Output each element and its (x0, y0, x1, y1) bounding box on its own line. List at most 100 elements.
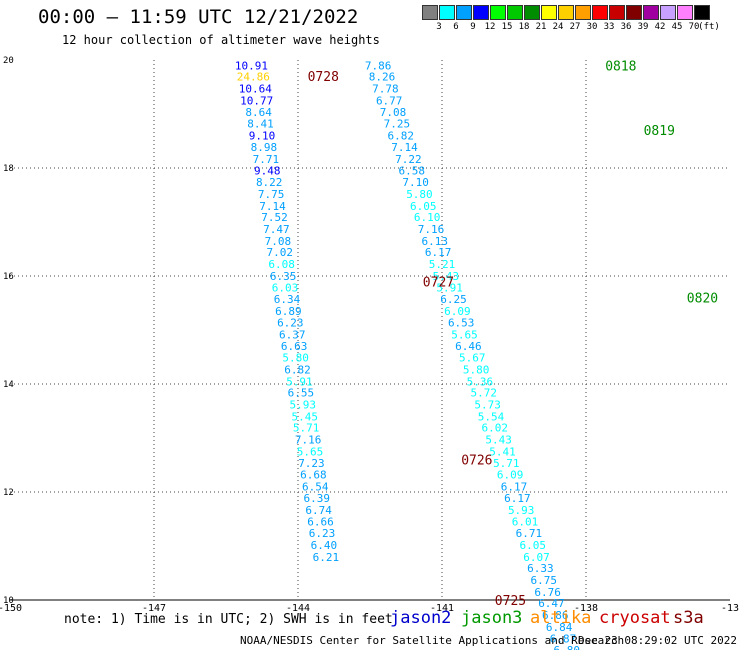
wave-height-jason3: 5.72 (471, 387, 498, 400)
wave-height-jason3: 5.80 (463, 363, 490, 376)
color-swatch (643, 5, 659, 20)
wave-height-cryosat: 6.35 (270, 270, 297, 283)
wave-height-jason3: 6.09 (497, 469, 524, 482)
wave-height-jason3: 5.43 (433, 270, 460, 283)
wave-height-cryosat: 5.45 (291, 410, 318, 423)
color-scale-label: 70 (688, 22, 700, 32)
wave-height-jason3: 5.91 (436, 281, 463, 294)
wave-height-cryosat: 8.98 (251, 141, 278, 154)
y-tick-label: 10 (3, 596, 14, 606)
color-scale-label: 30 (586, 22, 598, 32)
y-tick-label: 16 (3, 272, 14, 282)
wave-height-cryosat: 9.10 (249, 130, 276, 143)
wave-height-cryosat: 8.41 (247, 118, 274, 131)
color-scale-label: 21 (535, 22, 547, 32)
y-tick-label: 14 (3, 380, 14, 390)
color-scale-label: 33 (603, 22, 615, 32)
wave-height-jason3: 6.13 (422, 235, 449, 248)
wave-height-jason3: 6.84 (546, 621, 573, 634)
wave-height-jason3: 6.46 (455, 340, 482, 353)
x-tick-label: -144 (286, 603, 310, 614)
color-swatch (575, 5, 591, 20)
satellite-altika: altika (530, 608, 592, 628)
chart-subtitle: 12 hour collection of altimeter wave hei… (62, 33, 380, 47)
wave-height-cryosat: 7.52 (261, 211, 288, 224)
wave-height-jason3: 6.53 (448, 316, 475, 329)
color-swatch (677, 5, 693, 20)
wave-height-jason3: 5.43 (485, 434, 512, 447)
color-scale-label: 15 (501, 22, 513, 32)
wave-height-cryosat: 7.23 (298, 457, 325, 470)
wave-height-cryosat: 6.21 (313, 551, 340, 564)
wave-height-cryosat: 7.16 (295, 434, 322, 447)
wave-height-jason3: 6.87 (550, 632, 577, 645)
wave-height-cryosat: 5.65 (297, 446, 324, 459)
wave-height-jason3: 6.76 (534, 586, 561, 599)
pass-time-label: 0820 (687, 292, 718, 307)
color-scale-label: 27 (569, 22, 581, 32)
wave-height-jason3: 5.54 (478, 410, 505, 423)
wave-height-cryosat: 6.40 (311, 539, 338, 552)
wave-height-jason3: 6.05 (519, 539, 546, 552)
wave-height-cryosat: 6.63 (281, 340, 308, 353)
units-note: note: 1) Time is in UTC; 2) SWH is in fe… (64, 612, 393, 627)
wave-height-jason3: 6.82 (387, 130, 414, 143)
color-swatch (609, 5, 625, 20)
wave-height-jason3: 7.08 (380, 106, 407, 119)
wave-height-jason3: 6.71 (516, 527, 543, 540)
wave-height-cryosat: 7.02 (267, 246, 294, 259)
wave-height-cryosat: 7.14 (259, 200, 286, 213)
color-scale-label: 9 (470, 22, 476, 32)
color-swatch (626, 5, 642, 20)
wave-height-cryosat: 5.93 (290, 399, 317, 412)
wave-height-cryosat: 6.82 (284, 363, 311, 376)
color-scale-label: 24 (552, 22, 564, 32)
wave-height-jason3: 7.86 (365, 59, 392, 72)
wave-height-jason3: 6.07 (523, 551, 550, 564)
wave-height-jason3: 5.93 (508, 504, 535, 517)
color-swatch (592, 5, 608, 20)
wave-height-jason3: 6.77 (376, 95, 403, 108)
color-swatch (473, 5, 489, 20)
wave-height-cryosat: 24.86 (237, 71, 270, 84)
color-swatch (541, 5, 557, 20)
color-scale-label: 3 (436, 22, 442, 32)
wave-height-cryosat: 5.80 (282, 352, 309, 365)
wave-height-jason3: 5.71 (493, 457, 520, 470)
wave-height-cryosat: 9.48 (254, 165, 281, 178)
color-scale-label: 36 (620, 22, 632, 32)
generated-timestamp: Dec 23 08:29:02 UTC 2022 (578, 634, 737, 647)
color-swatch (490, 5, 506, 20)
color-swatch (524, 5, 540, 20)
chart-title: 00:00 – 11:59 UTC 12/21/2022 (38, 6, 359, 28)
wave-height-jason3: 5.80 (406, 188, 433, 201)
wave-height-cryosat: 5.91 (286, 375, 313, 388)
wave-height-cryosat: 6.68 (300, 469, 327, 482)
wave-height-jason3: 6.25 (440, 293, 467, 306)
y-tick-label: 20 (3, 56, 14, 66)
wave-height-jason3: 6.01 (512, 516, 539, 529)
wave-height-jason3: 7.14 (391, 141, 418, 154)
wave-height-cryosat: 6.08 (268, 258, 295, 271)
wave-height-cryosat: 10.64 (239, 83, 272, 96)
satellite-s3a: s3a (673, 608, 704, 628)
wave-height-jason3: 6.17 (501, 481, 528, 494)
wave-height-jason3: 6.47 (538, 597, 565, 610)
color-swatch (694, 5, 710, 20)
wave-height-jason3: 6.58 (399, 165, 426, 178)
wave-height-jason3: 6.80 (554, 644, 581, 650)
wave-height-cryosat: 8.22 (256, 176, 283, 189)
wave-height-jason3: 6.75 (531, 574, 558, 587)
wave-height-jason3: 6.10 (414, 211, 441, 224)
wave-height-jason3: 5.67 (459, 352, 486, 365)
wave-height-jason3: 5.41 (489, 446, 516, 459)
color-swatch (422, 5, 438, 20)
x-tick-label: -150 (0, 603, 22, 614)
wave-height-jason3: 5.21 (429, 258, 456, 271)
x-tick-label: -138 (574, 603, 598, 614)
color-scale-label: 6 (453, 22, 459, 32)
x-tick-label: -141 (430, 603, 454, 614)
pass-time-label: 0726 (461, 454, 492, 469)
wave-height-jason3: 8.26 (369, 71, 396, 84)
